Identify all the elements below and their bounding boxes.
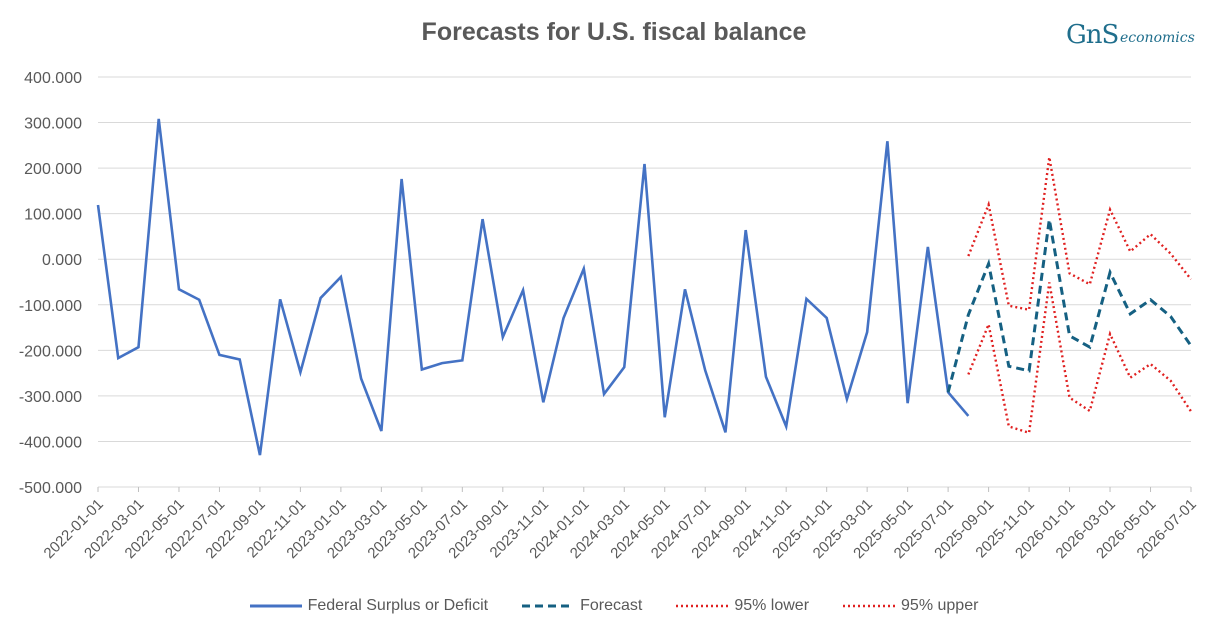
y-tick-label: -500.000 [19,480,82,497]
legend-label-federal: Federal Surplus or Deficit [307,597,489,614]
legend-label-lower: 95% lower [734,597,810,614]
legend-item-forecast: Forecast [522,597,642,615]
y-tick-label: -200.000 [19,343,82,360]
y-tick-label: -300.000 [19,389,82,406]
line-chart: 400.000 300.000 200.000 100.000 0.000 -100.00… [19,70,1200,562]
legend-label-upper: 95% upper [901,597,979,614]
chart-title: Forecasts for U.S. fiscal balance [421,18,807,46]
series-line-1 [946,219,1193,393]
y-tick-label: 400.000 [24,70,82,87]
logo-mark: GnS [1066,20,1119,50]
legend-swatch-forecast [522,604,575,608]
y-tick-label: 200.000 [24,161,82,178]
y-tick-label: -100.000 [19,298,82,315]
series-line-0 [96,118,970,456]
legend-swatch-lower [676,604,729,608]
series-line-3 [967,156,1192,312]
legend-item-lower: 95% lower [676,597,809,615]
legend-swatch-upper [843,604,896,608]
legend-swatch-federal [249,604,302,608]
y-tick-label: 100.000 [24,207,82,224]
legend-label-forecast: Forecast [580,597,643,614]
y-tick-label: -400.000 [19,434,82,451]
gns-economics-logo: GnS economics [1066,20,1196,64]
legend-item-federal: Federal Surplus or Deficit [249,597,489,615]
y-tick-label: 300.000 [24,116,82,133]
legend: Federal Surplus or Deficit Forecast 95% … [0,597,1228,615]
legend-item-upper: 95% upper [843,597,978,615]
logo-text: economics [1120,30,1195,46]
series-line-2 [967,282,1193,435]
y-tick-label: 0.000 [42,252,82,269]
